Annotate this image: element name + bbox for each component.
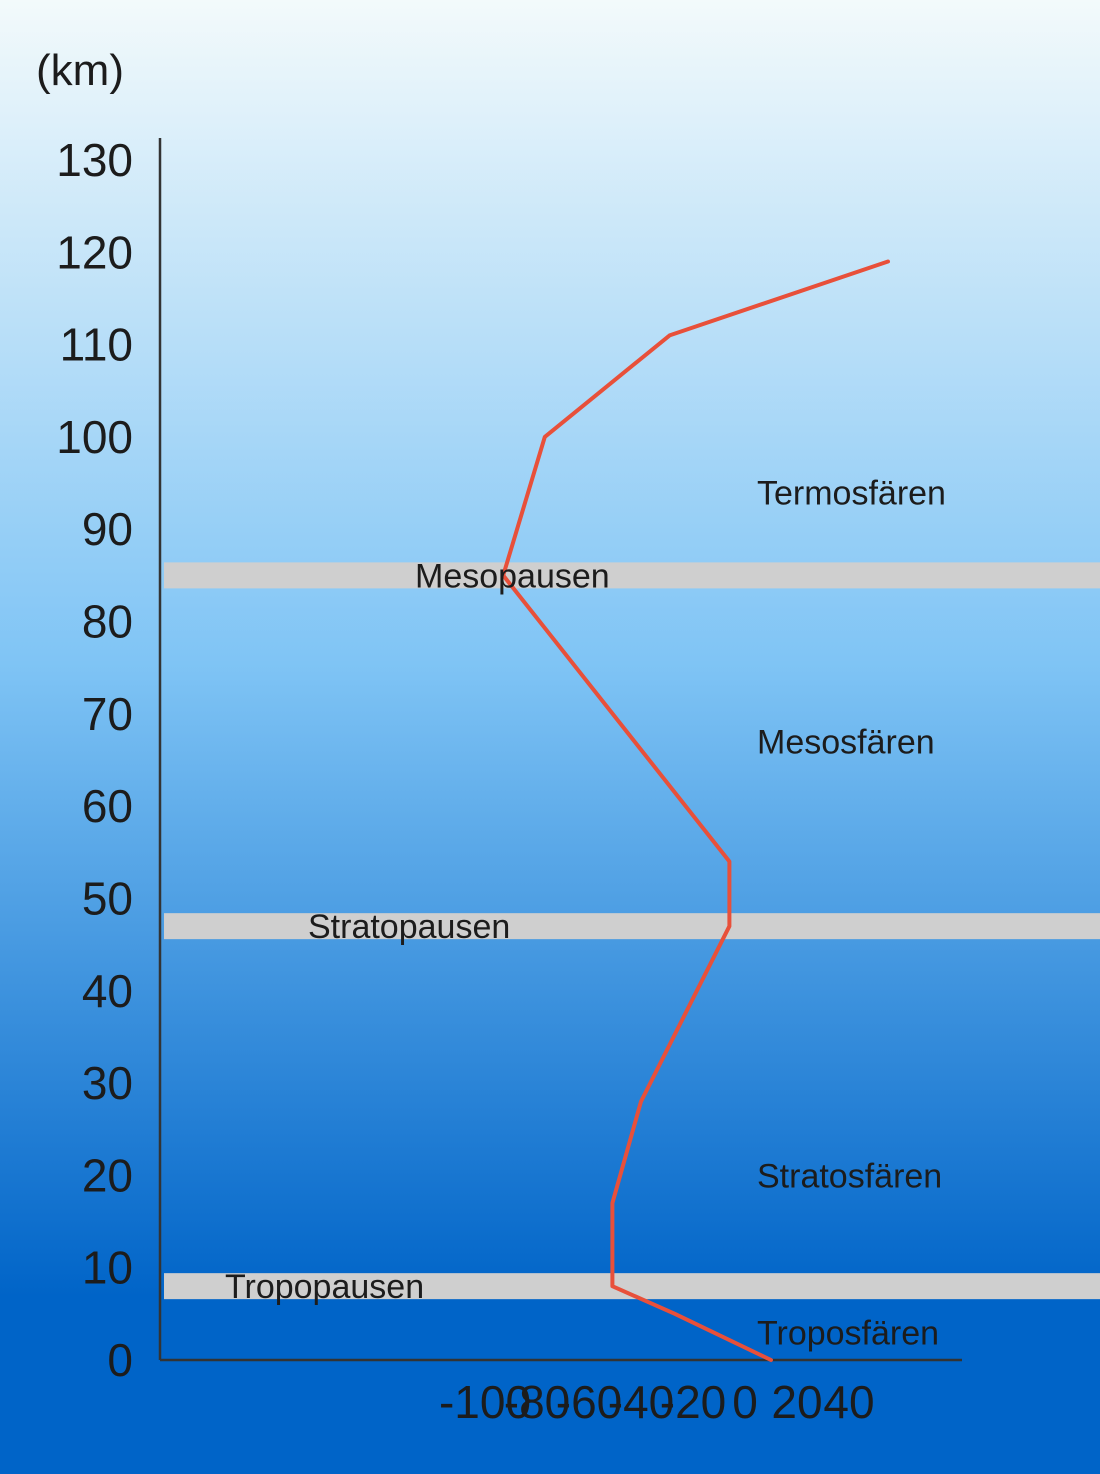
layer-label: Troposfären	[757, 1314, 939, 1352]
y-tick-label: 40	[82, 965, 133, 1017]
y-tick-label: 20	[82, 1149, 133, 1201]
y-tick-label: 30	[82, 1057, 133, 1109]
x-tick-label: -80	[504, 1376, 570, 1428]
pause-band-1	[164, 913, 1100, 940]
pause-band-2	[164, 562, 1100, 589]
y-tick-label: 50	[82, 872, 133, 924]
x-axis-ticks: -100-80-60-40-20 0 20 40	[439, 1376, 875, 1428]
y-tick-label: 60	[82, 780, 133, 832]
y-tick-label: 0	[107, 1334, 133, 1386]
y-axis-ticks: 0 10 20 30 40 50 60 70 80 90 100 110 120 130	[56, 134, 133, 1386]
layer-label: Stratosfären	[757, 1157, 942, 1195]
y-tick-label: 100	[56, 411, 133, 463]
pause-label: Stratopausen	[308, 908, 510, 946]
pause-bands	[164, 562, 1100, 1300]
x-tick-label: -20	[660, 1376, 726, 1428]
pause-label: Tropopausen	[225, 1268, 424, 1306]
y-axis-unit-label: (km)	[36, 46, 124, 95]
series-group	[501, 259, 890, 1362]
axes	[158, 138, 962, 1362]
pause-labels: Tropopausen Stratopausen Mesopausen	[225, 557, 610, 1306]
pause-label: Mesopausen	[415, 557, 610, 595]
y-tick-label: 70	[82, 688, 133, 740]
x-tick-label: 40	[823, 1376, 874, 1428]
y-tick-label: 130	[56, 134, 133, 186]
x-tick-label: -100	[439, 1376, 531, 1428]
layer-labels: Troposfären Stratosfären Mesosfären Termosf…	[757, 474, 946, 1352]
temperature-line	[501, 259, 890, 1362]
y-tick-label: 120	[56, 226, 133, 278]
y-tick-label: 10	[82, 1242, 133, 1294]
y-tick-label: 110	[60, 319, 133, 371]
x-tick-label: 20	[771, 1376, 822, 1428]
x-tick-label: 0	[732, 1376, 758, 1428]
x-tick-label: -40	[608, 1376, 674, 1428]
layer-label: Mesosfären	[757, 724, 935, 762]
layer-label: Termosfären	[757, 474, 946, 512]
y-tick-label: 80	[82, 596, 133, 648]
x-tick-label: -60	[556, 1376, 622, 1428]
y-tick-label: 90	[82, 503, 133, 555]
